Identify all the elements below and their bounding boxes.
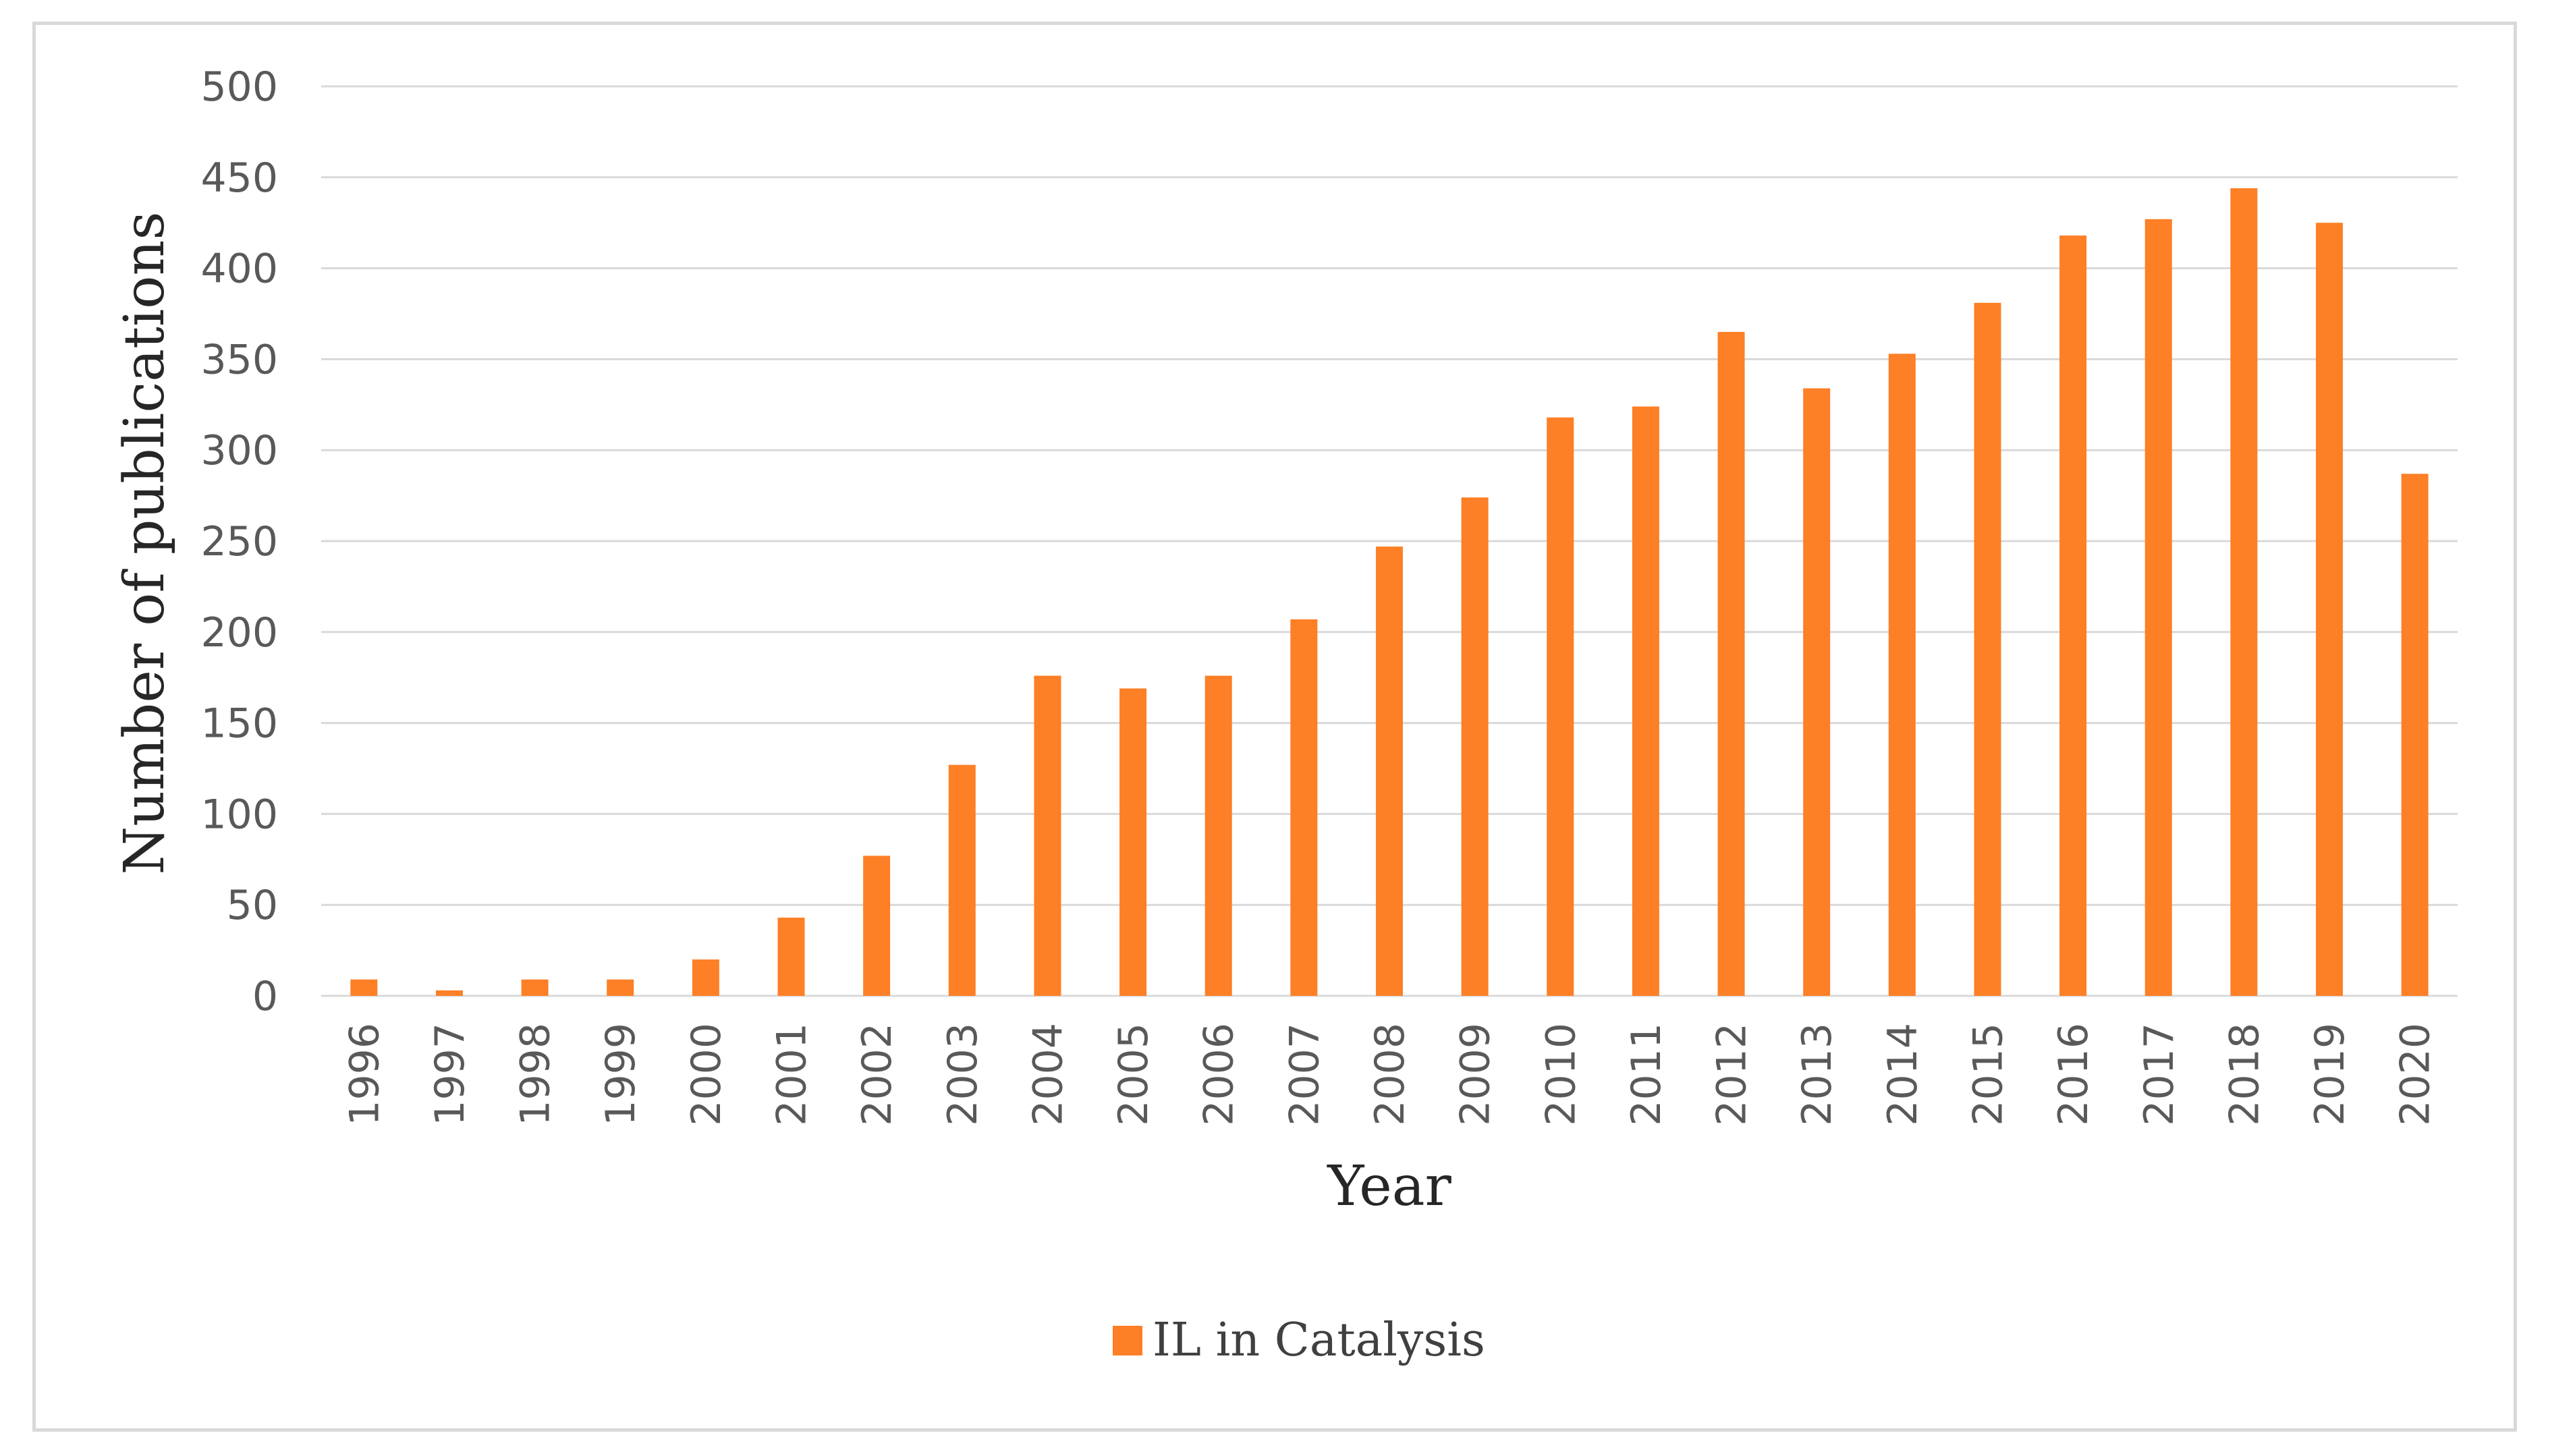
bar-1998 <box>521 979 549 996</box>
x-tick-label: 2018 <box>2221 1023 2268 1126</box>
y-tick-label: 0 <box>252 973 278 1020</box>
legend-swatch <box>1113 1326 1142 1355</box>
x-tick-label: 2003 <box>939 1023 987 1126</box>
x-tick-label: 2012 <box>1709 1023 1756 1126</box>
bar-2020 <box>2401 474 2429 996</box>
y-tick-label: 500 <box>200 63 278 111</box>
x-tick-label: 2011 <box>1623 1023 1670 1126</box>
y-tick-label: 450 <box>200 155 278 202</box>
bar-2007 <box>1290 619 1318 996</box>
x-tick-label: 2000 <box>683 1023 730 1126</box>
bar-2015 <box>1974 302 2001 997</box>
x-tick-label: 2001 <box>769 1023 816 1126</box>
x-tick-label: 1996 <box>341 1023 388 1126</box>
bar-1996 <box>350 979 378 996</box>
bar-2010 <box>1547 417 1574 996</box>
bar-2005 <box>1119 688 1147 996</box>
bar-2014 <box>1888 354 1916 996</box>
bar-2008 <box>1376 547 1403 996</box>
x-axis-ticks: 1996 1997 1998 1999 2000 2001 2002 2003 2004 2005… <box>341 1023 2439 1126</box>
bar-2002 <box>863 856 891 996</box>
chart-frame <box>32 22 2517 1432</box>
y-axis-title: Number of publications <box>113 212 177 875</box>
y-axis-ticks: 0 50 100 150 200 250 300 350 400 450 500 <box>200 63 278 1020</box>
x-tick-label: 2015 <box>1964 1023 2012 1126</box>
bar-2019 <box>2316 223 2344 997</box>
x-tick-label: 2010 <box>1537 1023 1584 1126</box>
bar-2009 <box>1461 497 1489 996</box>
y-tick-label: 250 <box>200 518 278 565</box>
bar-2016 <box>2059 235 2087 996</box>
bars <box>350 188 2429 997</box>
x-tick-label: 2019 <box>2306 1023 2354 1126</box>
bar-2001 <box>777 918 805 996</box>
bar-2017 <box>2144 219 2172 997</box>
bar-2004 <box>1034 675 1061 996</box>
bar-2006 <box>1204 675 1232 996</box>
y-tick-label: 300 <box>200 427 278 474</box>
x-tick-label: 1998 <box>512 1023 559 1126</box>
x-tick-label: 2016 <box>2050 1023 2097 1126</box>
x-tick-label: 2002 <box>854 1023 901 1126</box>
x-tick-label: 2007 <box>1281 1023 1328 1126</box>
bar-2018 <box>2230 188 2258 996</box>
x-tick-label: 2020 <box>2392 1023 2439 1126</box>
gridlines <box>321 85 2458 997</box>
legend-label: IL in Catalysis <box>1153 1314 1485 1367</box>
bar-2011 <box>1632 406 1659 996</box>
bar-1997 <box>435 990 463 996</box>
x-tick-label: 1999 <box>597 1023 644 1126</box>
bar-2013 <box>1803 388 1831 996</box>
y-tick-label: 100 <box>200 791 278 838</box>
x-tick-label: 2005 <box>1110 1023 1157 1126</box>
bar-1999 <box>607 979 634 996</box>
y-tick-label: 150 <box>200 700 278 748</box>
x-tick-label: 2013 <box>1794 1023 1841 1126</box>
x-tick-label: 2014 <box>1879 1023 1927 1126</box>
y-tick-label: 50 <box>227 882 278 929</box>
bar-2012 <box>1717 331 1745 997</box>
x-tick-label: 2009 <box>1452 1023 1499 1126</box>
x-axis-title: Year <box>1327 1154 1451 1219</box>
y-tick-label: 350 <box>200 336 278 383</box>
bar-2003 <box>948 764 976 996</box>
x-tick-label: 2017 <box>2136 1023 2183 1126</box>
x-tick-label: 2008 <box>1366 1023 1414 1126</box>
x-tick-label: 2006 <box>1196 1023 1243 1126</box>
legend: IL in Catalysis <box>1113 1314 1485 1367</box>
y-tick-label: 200 <box>200 609 278 656</box>
x-tick-label: 2004 <box>1024 1023 1072 1126</box>
bar-2000 <box>692 959 719 996</box>
y-tick-label: 400 <box>200 246 278 293</box>
x-tick-label: 1997 <box>426 1023 474 1126</box>
